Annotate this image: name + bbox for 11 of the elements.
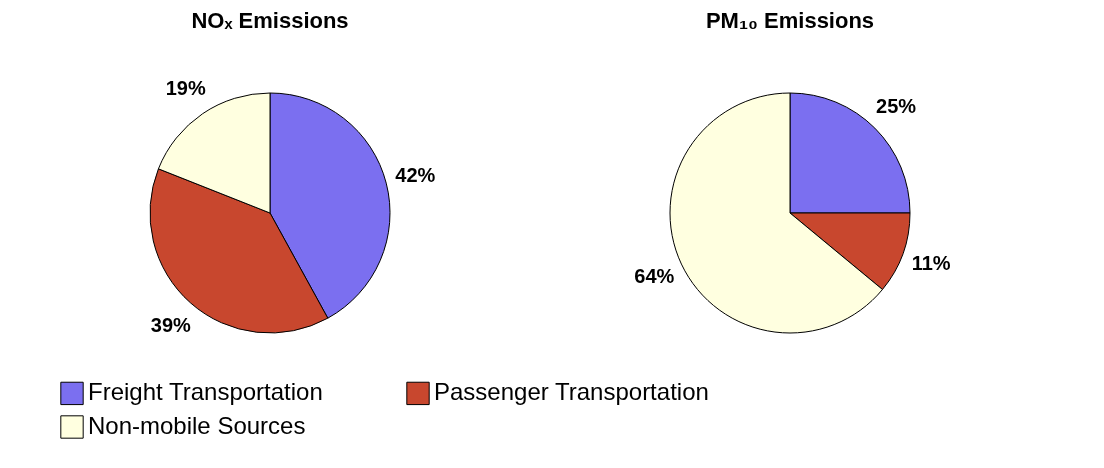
data-label: 19% bbox=[165, 76, 206, 99]
legend-label: Non-mobile Sources bbox=[88, 412, 306, 439]
data-label: 42% bbox=[395, 163, 436, 186]
data-label: 11% bbox=[911, 251, 951, 274]
legend-label: Passenger Transportation bbox=[434, 378, 709, 406]
data-label: 25% bbox=[876, 94, 917, 117]
data-label: 64% bbox=[634, 264, 675, 287]
slice-label: PM₁₀ Emissions bbox=[705, 8, 875, 33]
slice-label: NOₓ Emissions bbox=[191, 8, 349, 33]
legend-label: Freight Transportation bbox=[88, 378, 323, 406]
data-label: 39% bbox=[150, 313, 192, 336]
